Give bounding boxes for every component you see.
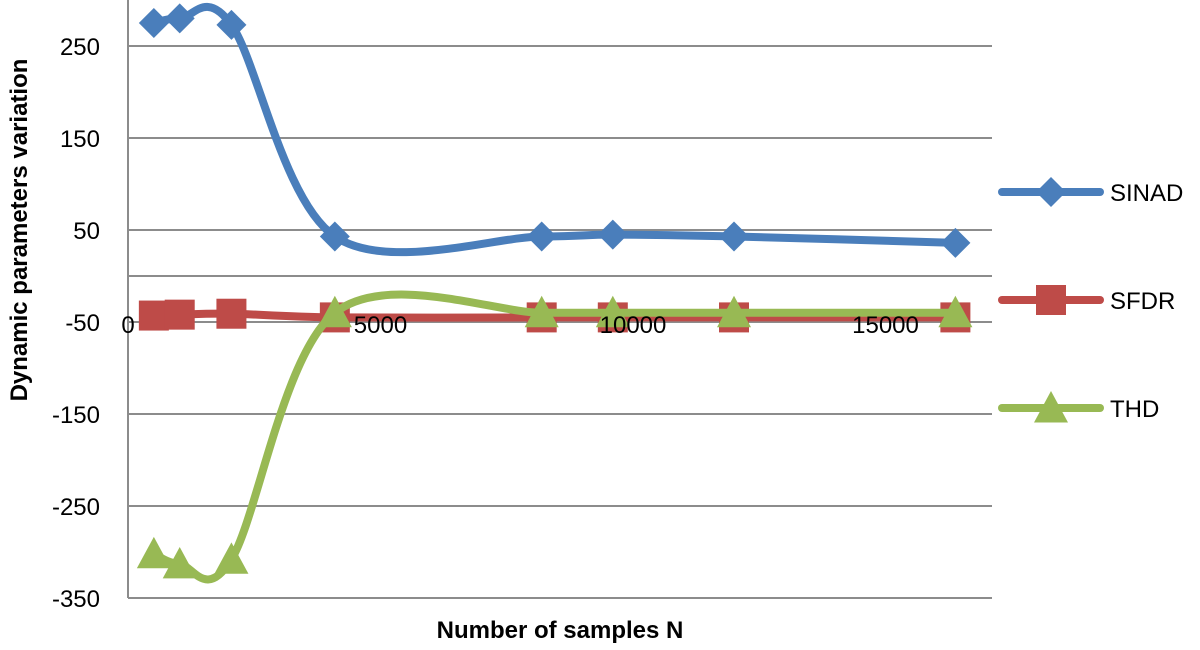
y-tick-label: -250 [52,494,100,521]
legend-item-thd: THD [998,391,1159,423]
sinad-point [526,221,557,252]
legend-label-sfdr: SFDR [1110,288,1175,315]
x-tick-label: 10000 [600,312,667,339]
x-tick-label: 5000 [354,312,407,339]
series-line-thd [149,290,960,584]
sinad-point [719,221,749,252]
series-sinad [138,2,971,258]
sfdr-point [216,298,247,329]
legend-marker-thd [1034,391,1068,423]
series-line-sinad [149,2,960,257]
sinad-point [597,219,628,250]
y-tick-label: 150 [60,126,100,153]
legend-marker-sinad [1036,177,1066,207]
legend-item-sinad: SINAD [998,177,1183,207]
sfdr-point [138,300,169,331]
thd-point [717,295,751,328]
sfdr-point [164,299,195,330]
thd-point [162,546,197,579]
x-tick-label: 0 [121,312,134,339]
sinad-point [940,227,971,258]
y-tick-label: -50 [65,310,100,337]
y-tick-label: -350 [52,586,100,613]
series-thd [136,290,973,584]
y-tick-label: 250 [60,34,100,61]
legend-label-thd: THD [1110,396,1159,423]
y-axis-title: Dynamic parameters variation [6,59,33,402]
y-axis-ticks: -350 -250 -150 -50 50 150 250 [52,34,100,613]
sinad-point [216,9,247,40]
legend-marker-sfdr [1036,285,1066,315]
thd-point [524,295,559,328]
plot-series [136,2,973,584]
x-axis-ticks: 0 5000 10000 15000 [121,312,919,339]
sinad-point [164,3,195,34]
legend-label-sinad: SINAD [1110,180,1183,207]
thd-point [938,295,973,328]
x-tick-label: 15000 [852,312,919,339]
y-tick-label: 50 [73,218,100,245]
x-axis-title: Number of samples N [437,617,684,644]
thd-point [595,295,630,328]
y-tick-label: -150 [52,402,100,429]
thd-point [317,295,352,328]
legend-item-sfdr: SFDR [998,285,1175,315]
sinad-point [319,221,350,252]
legend: SINAD SFDR THD [998,177,1183,423]
thd-point [214,542,249,574]
sinad-point [138,8,169,38]
thd-point [136,536,171,569]
